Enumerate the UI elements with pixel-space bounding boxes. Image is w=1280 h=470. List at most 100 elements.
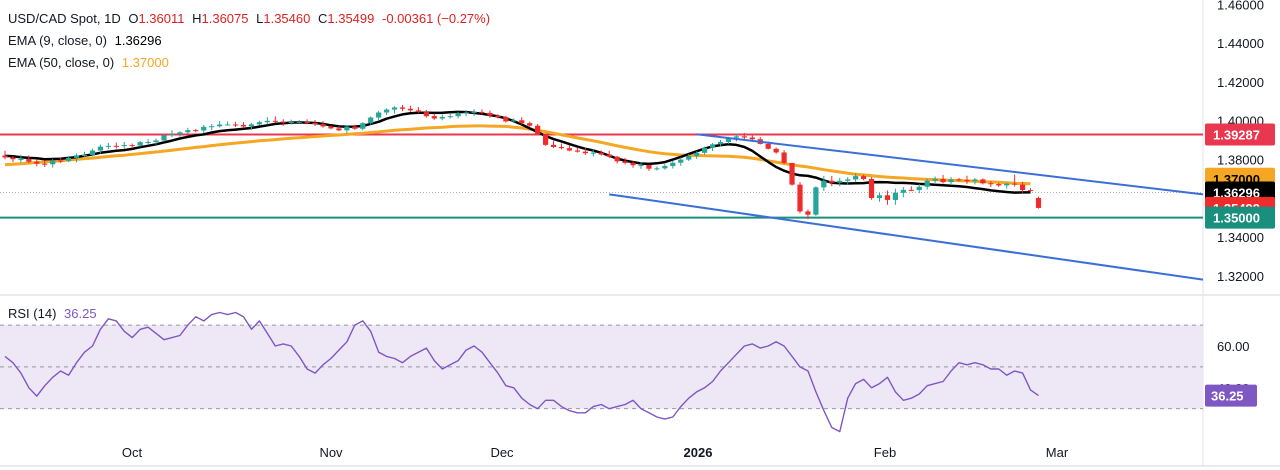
x-tick-label: 2026	[684, 445, 713, 460]
rsi-value-badge	[1205, 384, 1257, 407]
candle-body	[81, 154, 88, 156]
candle-body	[58, 160, 64, 162]
candle-body	[678, 159, 684, 163]
candle-body	[89, 150, 96, 155]
price-badge-label: 1.36296	[1213, 185, 1260, 200]
candle-body	[161, 135, 167, 141]
high-value: 1.36075	[201, 11, 249, 26]
candle-body	[765, 143, 771, 149]
candle-body	[225, 124, 231, 126]
ema50-label: EMA (50, close, 0)	[8, 55, 115, 70]
price-tick-label: 1.42000	[1217, 75, 1264, 90]
candle-body	[1035, 198, 1042, 208]
candle-body	[813, 187, 819, 215]
candle-body	[463, 112, 469, 114]
candle-body	[686, 155, 692, 160]
candle-body	[447, 116, 453, 118]
candle-body	[797, 184, 803, 212]
candle-body	[614, 156, 620, 162]
ema9-value: 1.36296	[114, 33, 162, 48]
candle-body	[431, 116, 437, 119]
candle-body	[145, 141, 151, 143]
candle-body	[702, 147, 708, 153]
candle-body	[527, 123, 533, 126]
candle-body	[980, 179, 986, 184]
candle-body	[916, 186, 922, 191]
candle-body	[717, 141, 724, 145]
candle-body	[209, 126, 215, 128]
rsi-label: RSI (14)	[8, 306, 57, 321]
candle-body	[749, 137, 755, 140]
candle-body	[495, 115, 501, 118]
candle-body	[280, 121, 286, 123]
price-tick-label: 1.44000	[1217, 36, 1264, 51]
x-tick-label: Feb	[874, 445, 896, 460]
candle-body	[789, 162, 795, 185]
price-tick-label: 1.38000	[1217, 152, 1264, 167]
candle-body	[630, 162, 636, 166]
rsi-line	[4, 311, 1039, 433]
channel-lower-line	[609, 193, 1204, 281]
candle-body	[368, 117, 374, 124]
candle-body	[1020, 184, 1026, 191]
candle-body	[169, 134, 175, 136]
candle-body	[320, 124, 326, 127]
channel-upper-line	[696, 133, 1204, 196]
rsi-legend: RSI (14) 36.25	[8, 306, 101, 321]
price-badge	[1205, 123, 1275, 146]
candle-body	[336, 128, 342, 131]
candle-body	[479, 111, 485, 113]
candle-body	[662, 166, 668, 169]
candle-body	[129, 145, 135, 147]
candle-body	[924, 180, 930, 187]
candle-body	[845, 179, 851, 181]
rsi-legend-value: 36.25	[64, 306, 97, 321]
candle-body	[256, 122, 262, 125]
candle-body	[638, 165, 644, 167]
candle-body	[455, 113, 461, 117]
candle-body	[543, 134, 549, 145]
candle-body	[948, 179, 954, 183]
candle-body	[558, 147, 565, 149]
candle-body	[487, 112, 493, 116]
low-label: L	[256, 11, 264, 26]
price-badge-label: 1.39287	[1213, 127, 1260, 142]
candle-body	[193, 130, 199, 132]
candle-body	[694, 152, 700, 156]
candle-body	[884, 195, 891, 200]
price-tick-label: 1.34000	[1217, 230, 1264, 245]
candle-body	[137, 142, 143, 146]
candle-body	[868, 179, 875, 199]
candle-body	[18, 159, 24, 161]
candle-body	[1004, 183, 1010, 186]
rsi-tick-label: 60.00	[1217, 339, 1250, 354]
open-label: O	[128, 11, 139, 26]
price-tick-label: 1.32000	[1217, 269, 1264, 284]
price-tick-label: 1.46000	[1217, 0, 1264, 12]
candle-body	[519, 120, 525, 124]
candle-body	[646, 165, 652, 169]
ohlc-legend: USD/CAD Spot, 1D O1.36011 H1.36075 L1.35…	[8, 11, 494, 26]
candle-body	[590, 152, 596, 154]
candle-body	[304, 121, 310, 123]
candle-body	[574, 150, 580, 152]
candle-body	[932, 179, 938, 181]
candle-body	[344, 126, 350, 131]
candle-body	[248, 124, 255, 127]
candle-body	[272, 120, 278, 122]
low-value: 1.35460	[263, 11, 311, 26]
candle-body	[264, 120, 270, 123]
candle-body	[709, 144, 716, 148]
candle-body	[328, 126, 334, 129]
candle-body	[384, 109, 390, 113]
candle-body	[606, 154, 612, 157]
candle-body	[781, 152, 787, 163]
price-badge-label: 1.35000	[1213, 211, 1260, 226]
candle-body	[121, 145, 127, 147]
candle-body	[956, 179, 962, 181]
candle-body	[240, 124, 247, 127]
candle-body	[550, 144, 557, 148]
close-value: 1.35499	[327, 11, 375, 26]
